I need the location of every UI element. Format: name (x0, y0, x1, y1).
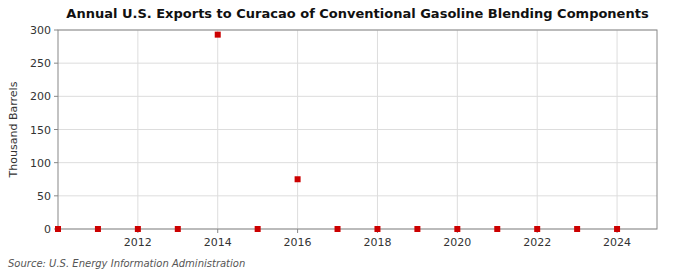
x-tick (217, 229, 218, 233)
axes: 0 50 100 150 200 250 300 2012 2014 2016 2018 2020 20… (30, 24, 657, 249)
x-tick (297, 229, 298, 233)
x-grid-line (457, 30, 458, 229)
point (175, 226, 181, 232)
points (55, 32, 620, 232)
point (574, 226, 580, 232)
y-tick-label: 300 (30, 24, 51, 37)
plot-area (58, 30, 657, 229)
y-tick (54, 30, 58, 31)
x-grid-line (297, 30, 298, 229)
y-tick-label: 200 (30, 90, 51, 103)
x-grid-line (617, 30, 618, 229)
y-grid-line (58, 162, 657, 163)
x-grid-line (137, 30, 138, 229)
y-tick (54, 63, 58, 64)
point (494, 226, 500, 232)
x-tick-label: 2022 (523, 236, 551, 249)
y-axis-label: Thousand Barrels (7, 81, 20, 178)
point (135, 226, 141, 232)
y-tick (54, 162, 58, 163)
y-tick (54, 129, 58, 130)
y-tick-label: 0 (44, 223, 51, 236)
title: Annual U.S. Exports to Curacao of Conven… (66, 6, 649, 21)
x-grid-line (377, 30, 378, 229)
grid (58, 30, 657, 229)
y-tick-label: 250 (30, 57, 51, 70)
y-tick (54, 96, 58, 97)
point (255, 226, 261, 232)
point (414, 226, 420, 232)
x-tick-label: 2018 (363, 236, 391, 249)
point (295, 176, 301, 182)
point (215, 32, 221, 38)
source-annotation: Source: U.S. Energy Information Administ… (8, 258, 245, 269)
x-tick-label: 2024 (603, 236, 631, 249)
y-grid-line (58, 129, 657, 130)
point (614, 226, 620, 232)
x-tick-label: 2014 (204, 236, 232, 249)
y-grid-line (58, 96, 657, 97)
y-tick-label: 50 (37, 190, 51, 203)
point (335, 226, 341, 232)
x-grid-line (537, 30, 538, 229)
point (374, 226, 380, 232)
chart-container: 0 50 100 150 200 250 300 2012 2014 2016 2018 2020 20… (0, 0, 675, 275)
point (534, 226, 540, 232)
y-grid-line (58, 195, 657, 196)
point (95, 226, 101, 232)
x-tick-label: 2016 (284, 236, 312, 249)
y-grid-line (58, 63, 657, 64)
plot-frame (58, 30, 657, 229)
point (454, 226, 460, 232)
y-tick (54, 195, 58, 196)
x-tick-label: 2012 (124, 236, 152, 249)
x-tick-label: 2020 (443, 236, 471, 249)
y-tick-label: 150 (30, 124, 51, 137)
point (55, 226, 61, 232)
y-tick-label: 100 (30, 157, 51, 170)
chart: 0 50 100 150 200 250 300 2012 2014 2016 2018 2020 20… (0, 0, 675, 275)
x-grid-line (217, 30, 218, 229)
